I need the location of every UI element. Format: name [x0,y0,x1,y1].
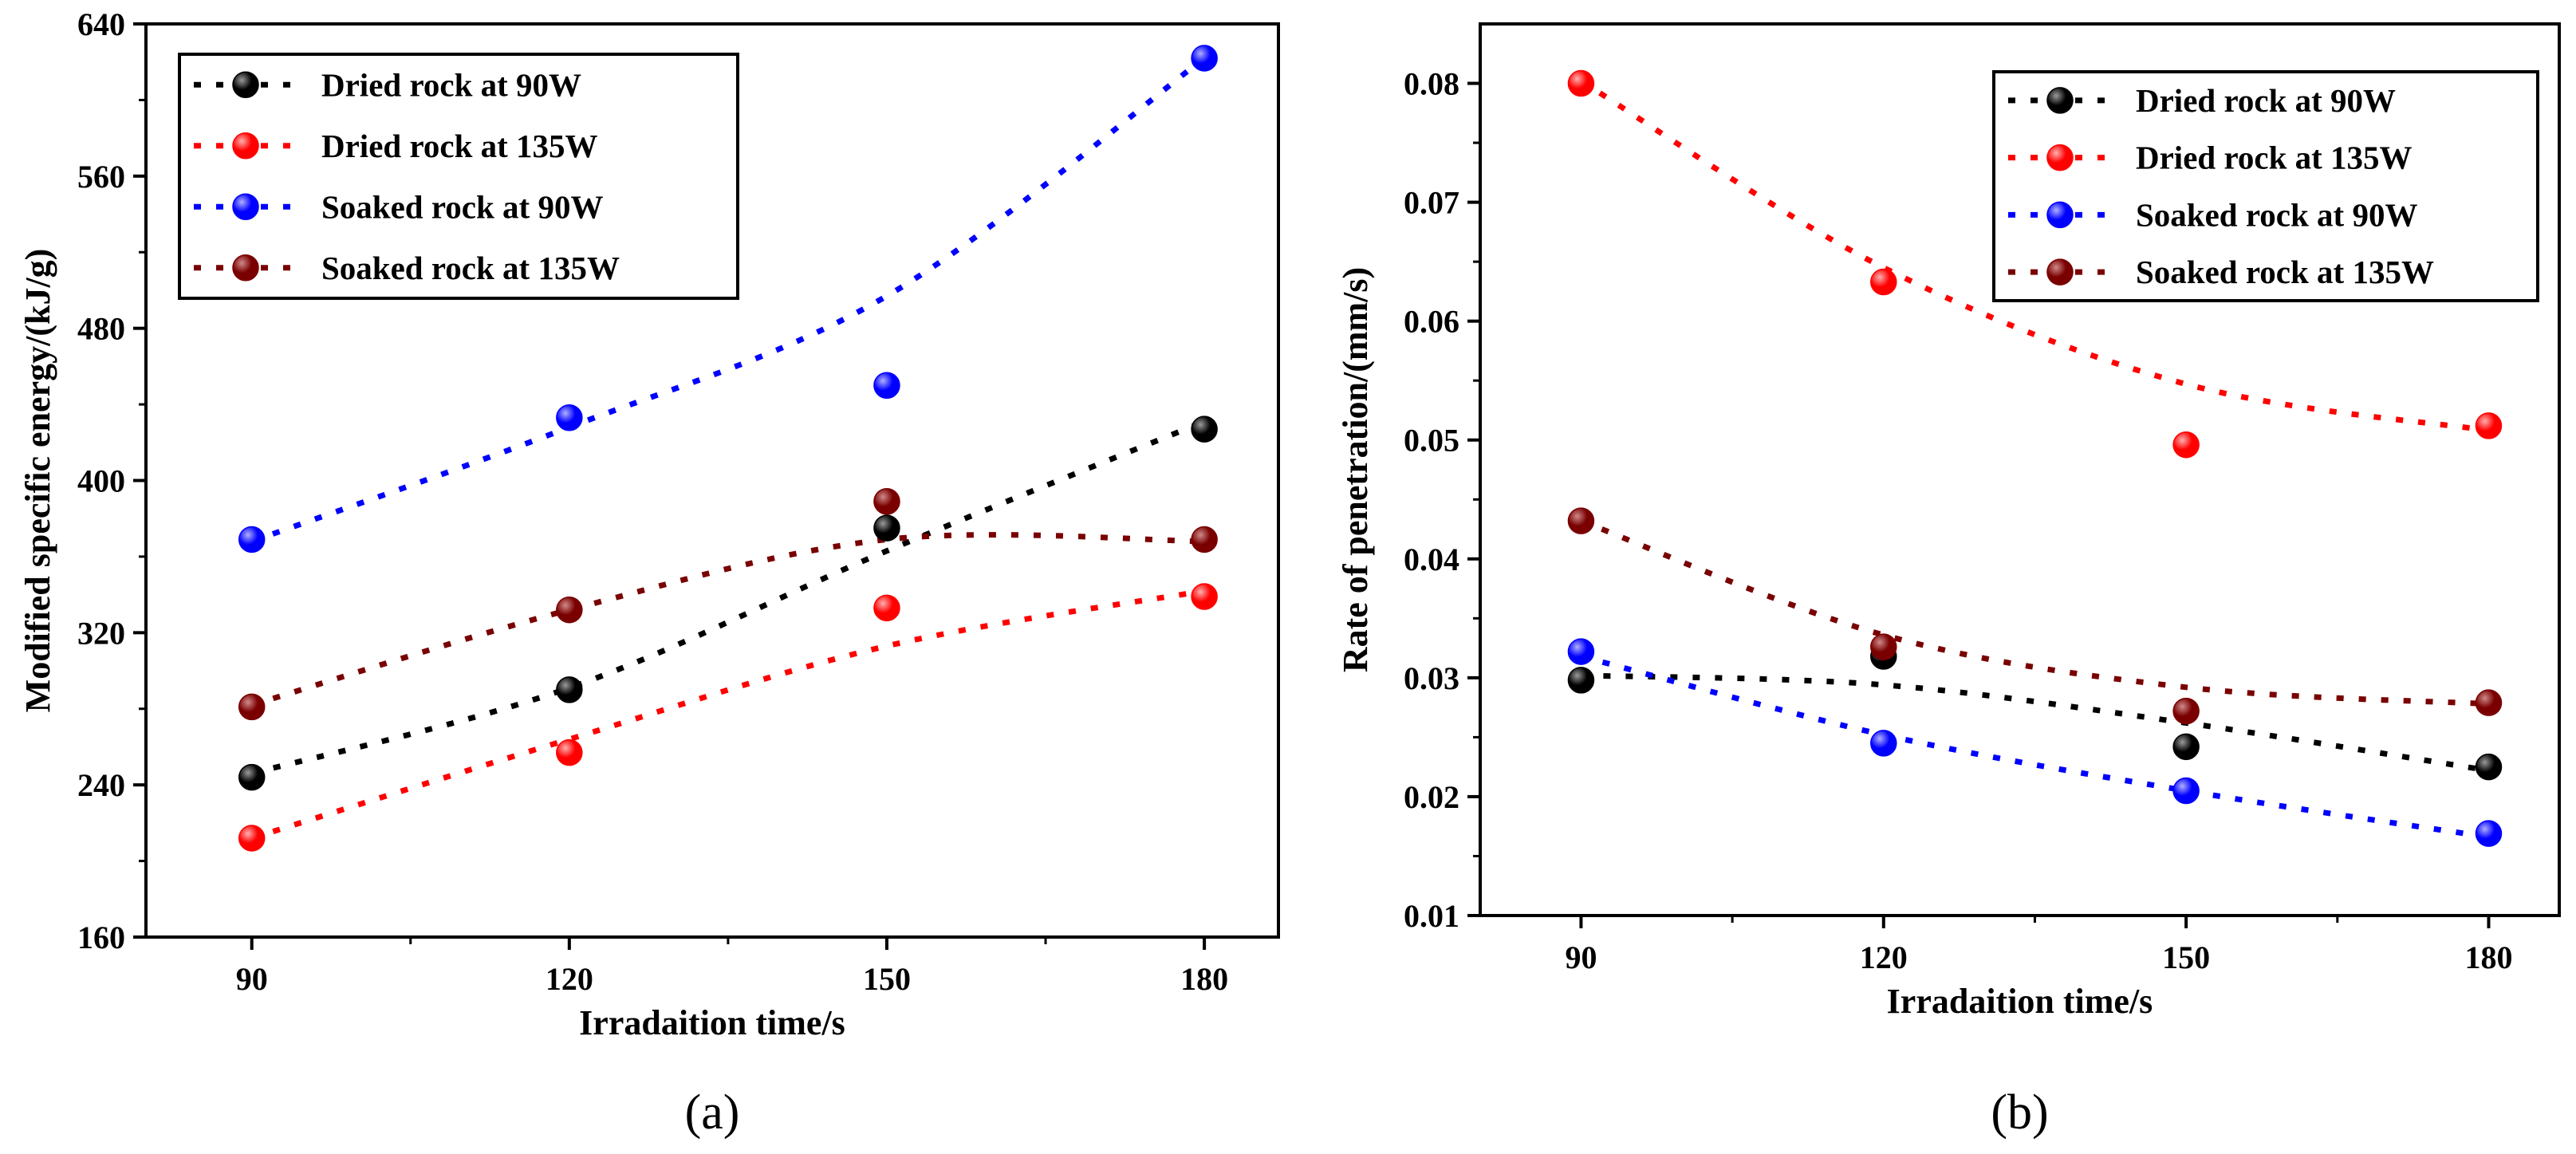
data-point [1870,730,1897,757]
data-point [873,372,900,399]
y-tick-label: 0.04 [1404,542,1459,577]
x-tick-label: 120 [1860,939,1908,975]
data-point [2172,777,2200,805]
x-axis-title: Irradaition time/s [579,1003,845,1042]
legend-label: Dried rock at 90W [2136,82,2396,119]
legend-swatch-marker [232,71,259,98]
data-point [238,693,266,721]
y-tick-label: 0.08 [1404,66,1459,102]
y-tick-label: 0.01 [1404,898,1459,934]
data-point [2172,733,2200,761]
y-axis-title: Rate of penetration/(mm/s) [1336,267,1375,672]
legend-swatch-marker [232,132,259,160]
legend: Dried rock at 90W Dried rock at 135W Soake… [1992,70,2539,302]
y-tick-label: 0.03 [1404,660,1459,696]
legend-swatch-marker [232,254,259,282]
trend-line [1581,672,2490,774]
y-tick-label: 0.02 [1404,779,1459,815]
y-tick-label: 0.07 [1404,185,1459,221]
plot-frame [1479,22,2561,917]
data-point [1870,268,1897,296]
legend-label: Dried rock at 135W [321,128,598,164]
legend-swatch-marker [2046,258,2074,286]
data-point [1191,583,1218,610]
legend-label: Soaked rock at 90W [2136,196,2417,233]
data-point [238,763,266,791]
legend-swatch-marker [2046,144,2074,171]
panel-label: (b) [1991,1085,2048,1140]
y-tick-label: 0.06 [1404,304,1459,340]
trend-line [1580,653,2490,841]
legend-swatch-marker [2046,201,2074,229]
data-point [1191,45,1218,72]
data-point [2475,753,2503,781]
data-point [238,825,266,852]
data-point [2475,689,2503,716]
y-tick-label: 320 [77,615,125,651]
legend-label: Soaked rock at 90W [321,188,603,225]
trend-line [1580,518,2489,707]
legend-box [1992,70,2539,302]
data-point [556,596,583,624]
x-tick-label: 120 [546,961,593,997]
data-point [556,738,583,766]
data-point [238,526,266,553]
x-tick-label: 180 [2464,939,2512,975]
x-tick-label: 150 [863,961,911,997]
y-axis-title: Modified specific energy/(kJ/g) [18,249,57,713]
data-point [1567,507,1595,534]
panel-label: (a) [685,1085,740,1140]
x-tick-label: 180 [1180,961,1228,997]
data-point [1567,638,1595,665]
legend: Dried rock at 90W Dried rock at 135W Soake… [178,53,739,300]
x-axis-title: Irradaition time/s [1887,982,2153,1021]
legend-label: Dried rock at 90W [321,66,581,103]
y-tick-label: 0.05 [1404,423,1459,459]
x-tick-label: 150 [2162,939,2210,975]
data-point [1567,69,1595,97]
legend-swatch-marker [232,193,259,220]
x-tick-label: 90 [1565,939,1597,975]
data-point [2475,820,2503,847]
data-point [1191,526,1218,553]
y-tick-label: 640 [77,6,125,42]
y-tick-label: 160 [77,920,125,955]
y-tick-label: 480 [77,311,125,347]
legend-swatch-marker [2046,87,2074,114]
data-point [873,487,900,515]
data-point [1567,667,1595,694]
data-point [873,594,900,622]
data-point [556,404,583,431]
legend-label: Dried rock at 135W [2136,140,2413,176]
data-point [2475,412,2503,439]
data-point [556,676,583,703]
data-point [1191,416,1218,443]
y-tick-label: 400 [77,463,125,499]
data-point [873,514,900,542]
data-point [2172,431,2200,459]
trend-line [250,588,1205,841]
x-tick-label: 90 [236,961,268,997]
trend-line [250,532,1205,708]
legend-box [178,53,739,300]
y-tick-label: 560 [77,159,125,195]
data-point [1870,633,1897,660]
legend-label: Soaked rock at 135W [321,250,620,286]
data-point [2172,697,2200,725]
panel-a: 90 120 150 180 160 240 320 400 480 560 640 Irradait… [18,6,1280,1140]
trend-line [250,419,1206,777]
legend-label: Soaked rock at 135W [2136,254,2434,290]
y-tick-label: 240 [77,767,125,803]
panel-b: 90 120 150 180 0.01 0.02 0.03 0.04 0.05 0.06 0.07 0… [1336,22,2561,1140]
